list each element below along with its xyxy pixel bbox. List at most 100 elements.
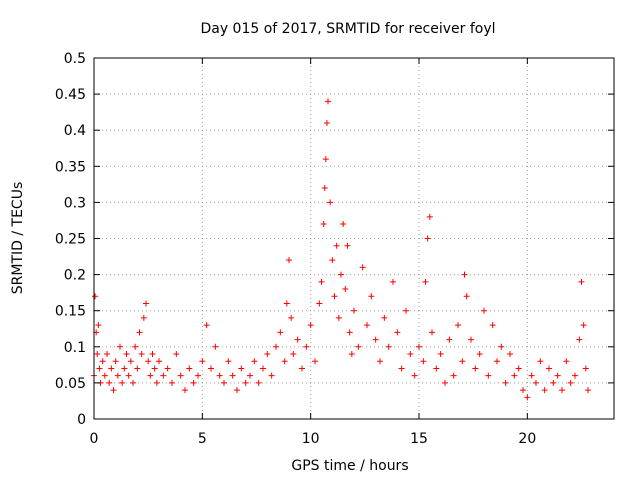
data-point (127, 358, 134, 365)
chart-title: Day 015 of 2017, SRMTID for receiver foy… (200, 21, 495, 37)
data-point (260, 365, 266, 372)
data-point (472, 365, 479, 372)
data-point (216, 372, 223, 379)
data-point (208, 365, 214, 372)
data-point (138, 351, 145, 358)
data-point (338, 271, 344, 278)
data-point (195, 372, 201, 379)
data-point (95, 322, 102, 329)
data-point (132, 343, 139, 350)
data-point (92, 293, 99, 300)
data-point (123, 351, 130, 358)
data-point (177, 372, 184, 379)
x-tick-label: 10 (302, 431, 320, 447)
data-point (372, 336, 379, 343)
data-point (582, 365, 589, 372)
data-point (147, 372, 154, 379)
data-point (327, 199, 334, 206)
y-tick-label: 0.15 (55, 304, 86, 320)
data-point (283, 300, 290, 307)
data-point (580, 322, 587, 329)
data-point (229, 372, 236, 379)
y-tick-label: 0.25 (55, 232, 86, 248)
data-point (455, 322, 461, 329)
data-point (351, 307, 357, 314)
data-point (331, 293, 338, 300)
y-tick-label: 0.4 (64, 123, 86, 139)
y-tick-label: 0.1 (64, 340, 86, 356)
data-point (554, 372, 561, 379)
data-point (173, 351, 180, 358)
data-point (502, 379, 509, 386)
y-tick-label: 0.35 (55, 159, 86, 175)
axis-ticks (93, 57, 614, 420)
data-point (234, 387, 240, 394)
data-point (286, 257, 292, 264)
data-point (355, 343, 362, 350)
data-point (242, 379, 249, 386)
data-point (364, 322, 370, 329)
data-point (299, 365, 305, 372)
data-point (498, 343, 505, 350)
data-point (323, 119, 330, 126)
data-point (321, 184, 328, 191)
x-tick-label: 20 (518, 431, 536, 447)
data-point (426, 213, 433, 220)
data-point (335, 314, 342, 321)
data-point (164, 365, 171, 372)
data-points (91, 98, 591, 401)
data-point (96, 365, 103, 372)
data-point (190, 379, 197, 386)
data-point (169, 379, 175, 386)
data-point (348, 351, 355, 358)
data-point (329, 257, 336, 264)
data-point (322, 156, 329, 163)
data-point (277, 329, 284, 336)
data-point (563, 358, 570, 365)
data-point (149, 351, 156, 358)
data-point (303, 343, 310, 350)
data-point (104, 351, 110, 358)
data-point (585, 387, 591, 394)
data-point (394, 329, 401, 336)
data-point (143, 300, 149, 307)
grid-lines (94, 58, 614, 419)
data-point (225, 358, 232, 365)
data-point (294, 336, 301, 343)
y-tick-label: 0 (77, 412, 86, 428)
data-point (117, 343, 123, 350)
data-point (515, 365, 522, 372)
data-point (268, 372, 275, 379)
data-point (546, 365, 552, 372)
data-point (134, 365, 141, 372)
data-point (316, 300, 323, 307)
data-point (485, 372, 492, 379)
data-point (442, 379, 448, 386)
data-point (119, 379, 126, 386)
data-point (559, 387, 565, 394)
data-point (101, 372, 108, 379)
data-point (481, 307, 487, 314)
data-point (528, 372, 535, 379)
data-point (238, 365, 245, 372)
data-point (112, 358, 119, 365)
data-point (463, 293, 470, 300)
data-point (416, 343, 422, 350)
data-point (450, 372, 457, 379)
data-point (520, 387, 526, 394)
data-point (507, 351, 513, 358)
data-point (461, 271, 468, 278)
data-point (368, 293, 375, 300)
data-point (333, 242, 340, 249)
data-point (576, 336, 583, 343)
data-point (312, 358, 318, 365)
data-point (429, 329, 435, 336)
data-point (212, 343, 219, 350)
y-tick-label: 0.05 (55, 376, 86, 392)
data-point (281, 358, 288, 365)
data-point (344, 242, 351, 249)
data-point (578, 278, 585, 285)
data-point (121, 365, 128, 372)
data-point (156, 358, 162, 365)
